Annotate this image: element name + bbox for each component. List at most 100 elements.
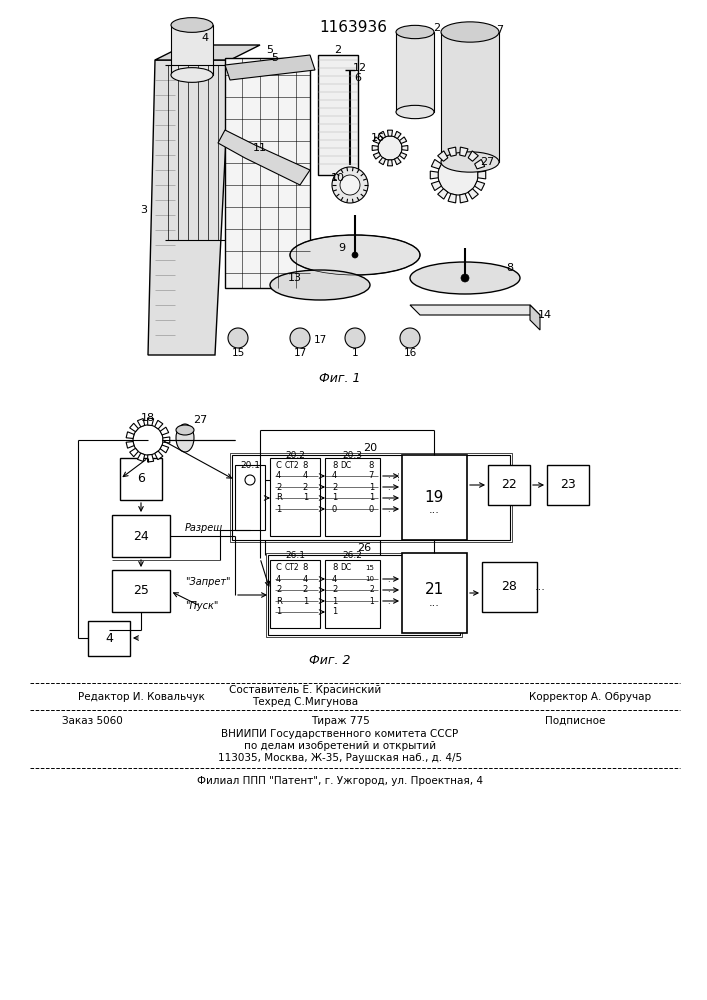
Polygon shape: [373, 152, 380, 159]
Polygon shape: [530, 305, 540, 330]
Text: 20.2: 20.2: [285, 450, 305, 460]
Text: 1: 1: [332, 607, 337, 616]
Polygon shape: [474, 181, 485, 191]
Text: по делам изобретений и открытий: по делам изобретений и открытий: [244, 741, 436, 751]
Bar: [232, 455, 510, 540]
Text: CT2: CT2: [285, 564, 300, 572]
Bar: [482, 562, 537, 612]
Text: .: .: [387, 596, 390, 605]
Bar: [270, 458, 320, 536]
Polygon shape: [387, 130, 392, 136]
Polygon shape: [399, 152, 407, 159]
Text: 5: 5: [267, 45, 274, 55]
Text: DC: DC: [340, 460, 351, 470]
Ellipse shape: [171, 68, 213, 82]
Polygon shape: [399, 137, 407, 144]
Text: 1: 1: [332, 493, 337, 502]
Text: 10: 10: [331, 173, 345, 183]
Bar: [171, 25, 213, 75]
Polygon shape: [438, 189, 448, 199]
Polygon shape: [468, 189, 479, 199]
Circle shape: [245, 475, 255, 485]
Text: 16: 16: [371, 133, 385, 143]
Text: 3: 3: [141, 205, 148, 215]
Bar: [402, 553, 467, 633]
Text: Тираж 775: Тираж 775: [310, 716, 369, 726]
Text: 15: 15: [231, 348, 245, 358]
Text: 4: 4: [105, 632, 113, 645]
Text: 113035, Москва, Ж-35, Раушская наб., д. 4/5: 113035, Москва, Ж-35, Раушская наб., д. …: [218, 753, 462, 763]
Circle shape: [461, 274, 469, 282]
Polygon shape: [431, 171, 438, 179]
Text: "Запрет": "Запрет": [185, 577, 230, 587]
Text: R: R: [276, 596, 282, 605]
Text: "Пуск": "Пуск": [185, 601, 218, 611]
Polygon shape: [372, 145, 378, 151]
Text: .: .: [387, 574, 390, 584]
Polygon shape: [448, 194, 456, 203]
Text: 4: 4: [303, 574, 308, 584]
Text: 10: 10: [365, 576, 374, 582]
Text: 26.1: 26.1: [285, 552, 305, 560]
Text: 12: 12: [353, 63, 367, 73]
Text: 8: 8: [506, 263, 513, 273]
Polygon shape: [225, 55, 315, 80]
Bar: [88, 621, 130, 656]
Bar: [441, 32, 499, 162]
Text: 20: 20: [363, 443, 377, 453]
Circle shape: [400, 328, 420, 348]
Text: C: C: [276, 460, 282, 470]
Polygon shape: [468, 151, 479, 161]
Ellipse shape: [441, 152, 499, 172]
Text: 4: 4: [201, 33, 209, 43]
Text: 20.3: 20.3: [342, 450, 362, 460]
Text: 1: 1: [369, 493, 374, 502]
Text: 0: 0: [369, 504, 374, 514]
Circle shape: [228, 328, 248, 348]
Text: 4: 4: [303, 472, 308, 481]
Polygon shape: [395, 131, 401, 139]
Text: 27: 27: [480, 157, 494, 167]
Polygon shape: [410, 305, 540, 315]
Bar: [268, 555, 460, 635]
Polygon shape: [126, 432, 134, 438]
Text: 2: 2: [334, 45, 341, 55]
Polygon shape: [137, 453, 145, 461]
Polygon shape: [460, 147, 468, 156]
Bar: [547, 465, 589, 505]
Polygon shape: [155, 451, 163, 460]
Text: 2: 2: [303, 483, 308, 491]
Text: .: .: [387, 493, 390, 502]
Text: 25: 25: [133, 584, 149, 597]
Polygon shape: [218, 130, 310, 185]
Text: 1: 1: [332, 596, 337, 605]
Text: ...: ...: [428, 598, 440, 608]
Text: 11: 11: [253, 143, 267, 153]
Bar: [120, 458, 162, 500]
Polygon shape: [448, 147, 456, 156]
Circle shape: [438, 155, 478, 195]
Ellipse shape: [290, 235, 420, 275]
Bar: [396, 32, 434, 112]
Circle shape: [133, 425, 163, 455]
Text: ВНИИПИ Государственного комитета СССР: ВНИИПИ Государственного комитета СССР: [221, 729, 459, 739]
Text: 1: 1: [369, 483, 374, 491]
Bar: [235, 465, 265, 530]
Circle shape: [378, 136, 402, 160]
Text: 8: 8: [303, 564, 308, 572]
Text: Филиал ППП "Патент", г. Ужгород, ул. Проектная, 4: Филиал ППП "Патент", г. Ужгород, ул. Про…: [197, 776, 483, 786]
Bar: [266, 553, 462, 637]
Text: 8: 8: [332, 460, 337, 470]
Text: 4: 4: [276, 472, 281, 481]
Text: 1: 1: [303, 596, 308, 605]
Text: 19: 19: [424, 489, 444, 504]
Text: Фиг. 2: Фиг. 2: [309, 654, 351, 666]
Polygon shape: [478, 171, 486, 179]
Text: 2: 2: [369, 585, 374, 594]
Text: C: C: [276, 564, 282, 572]
Polygon shape: [379, 131, 385, 139]
Ellipse shape: [176, 424, 194, 452]
Text: 8: 8: [332, 564, 337, 572]
Bar: [112, 515, 170, 557]
Text: 4: 4: [276, 574, 281, 584]
